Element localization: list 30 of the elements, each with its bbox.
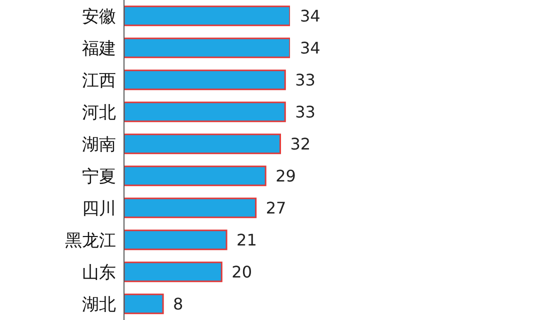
y-tick-label: 山东 bbox=[82, 263, 116, 284]
bar bbox=[124, 70, 286, 90]
y-tick-label: 福建 bbox=[82, 39, 116, 60]
bar bbox=[124, 294, 164, 314]
bar bbox=[124, 102, 286, 122]
y-tick-label: 安徽 bbox=[82, 7, 116, 28]
bar bbox=[124, 38, 290, 58]
bar bbox=[124, 6, 290, 26]
data-label: 33 bbox=[295, 70, 316, 90]
bar bbox=[124, 134, 281, 154]
bar bbox=[124, 166, 266, 186]
data-label: 34 bbox=[300, 6, 320, 26]
y-tick-label: 黑龙江 bbox=[65, 231, 116, 252]
data-label: 29 bbox=[276, 166, 296, 186]
data-label: 21 bbox=[236, 230, 257, 250]
data-label: 8 bbox=[173, 294, 184, 314]
y-tick-label: 湖南 bbox=[82, 135, 116, 156]
data-label: 33 bbox=[295, 102, 316, 122]
y-tick-label: 江西 bbox=[82, 71, 116, 92]
data-label: 20 bbox=[232, 262, 252, 282]
y-tick-label: 河北 bbox=[82, 103, 116, 124]
data-label: 34 bbox=[300, 38, 320, 58]
bar bbox=[124, 262, 222, 282]
data-label: 32 bbox=[290, 134, 311, 154]
y-tick-label: 湖北 bbox=[82, 295, 116, 316]
y-tick-label: 宁夏 bbox=[82, 167, 116, 188]
y-tick-label: 四川 bbox=[82, 199, 116, 220]
bar bbox=[124, 198, 257, 218]
bar bbox=[124, 230, 228, 250]
data-label: 27 bbox=[266, 198, 286, 218]
